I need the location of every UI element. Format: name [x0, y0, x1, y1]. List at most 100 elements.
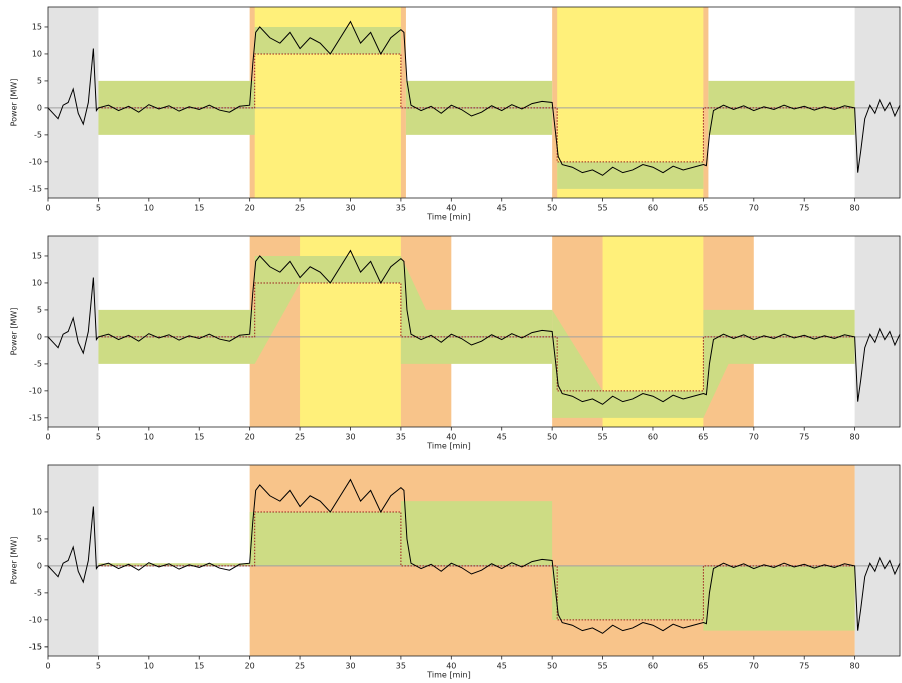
- x-tick-label: 40: [446, 433, 456, 442]
- x-tick-label: 15: [194, 204, 204, 213]
- x-tick-label: 10: [144, 662, 154, 671]
- region: [400, 501, 553, 566]
- x-tick-label: 10: [144, 433, 154, 442]
- y-tick-label: 0: [37, 561, 42, 570]
- region: [557, 161, 704, 189]
- reference-line: [98, 511, 855, 621]
- y-tick-label: -15: [29, 413, 42, 422]
- x-tick-label: 0: [45, 433, 50, 442]
- y-tick-label: -15: [29, 184, 42, 193]
- region: [48, 236, 99, 427]
- region: [854, 7, 900, 198]
- x-tick-label: 30: [345, 662, 355, 671]
- x-tick-label: 10: [144, 204, 154, 213]
- x-tick-label: 80: [850, 662, 860, 671]
- x-tick-label: 60: [648, 433, 658, 442]
- x-axis-label: Time [min]: [426, 671, 470, 680]
- x-tick-label: 45: [497, 433, 507, 442]
- x-tick-label: 20: [245, 662, 255, 671]
- signal-line: [47, 249, 901, 405]
- x-tick-label: 25: [295, 662, 305, 671]
- x-axis-label: Time [min]: [426, 442, 470, 451]
- x-tick-label: 45: [497, 204, 507, 213]
- x-tick-label: 45: [497, 662, 507, 671]
- x-tick-label: 35: [396, 433, 406, 442]
- x-tick-label: 75: [799, 204, 809, 213]
- y-axis-label: Power [MW]: [10, 537, 19, 585]
- y-tick-label: 5: [37, 305, 42, 314]
- x-tick-label: 25: [295, 204, 305, 213]
- region: [854, 465, 900, 656]
- y-axis-label: Power [MW]: [10, 308, 19, 356]
- x-tick-label: 70: [749, 204, 759, 213]
- x-tick-label: 15: [194, 433, 204, 442]
- x-tick-label: 40: [446, 204, 456, 213]
- x-tick-label: 35: [396, 662, 406, 671]
- x-tick-label: 5: [96, 433, 101, 442]
- x-tick-label: 25: [295, 433, 305, 442]
- y-tick-label: -5: [34, 359, 42, 368]
- y-tick-label: -5: [34, 130, 42, 139]
- region: [552, 565, 704, 620]
- y-tick-label: 15: [32, 22, 42, 31]
- y-tick-label: -10: [29, 615, 42, 624]
- x-tick-label: 30: [345, 204, 355, 213]
- x-tick-label: 40: [446, 662, 456, 671]
- axes-frame: [47, 464, 901, 657]
- y-tick-label: 10: [32, 278, 42, 287]
- axes-frame: [47, 235, 901, 428]
- x-tick-label: 60: [648, 204, 658, 213]
- y-tick-label: -15: [29, 642, 42, 651]
- region: [48, 7, 99, 198]
- y-tick-label: -10: [29, 386, 42, 395]
- y-tick-label: 0: [37, 103, 42, 112]
- x-tick-label: 70: [749, 662, 759, 671]
- x-tick-label: 80: [850, 433, 860, 442]
- x-tick-label: 80: [850, 204, 860, 213]
- reference-line: [98, 282, 855, 392]
- x-tick-label: 75: [799, 662, 809, 671]
- x-tick-label: 20: [245, 433, 255, 442]
- x-tick-label: 65: [698, 433, 708, 442]
- x-tick-label: 0: [45, 204, 50, 213]
- y-tick-label: 15: [32, 251, 42, 260]
- y-tick-label: -5: [34, 588, 42, 597]
- x-tick-label: 50: [547, 662, 557, 671]
- region: [249, 511, 401, 566]
- x-tick-label: 60: [648, 662, 658, 671]
- x-tick-label: 55: [597, 662, 607, 671]
- region: [703, 565, 855, 631]
- x-tick-label: 65: [698, 204, 708, 213]
- y-tick-label: 10: [32, 49, 42, 58]
- x-tick-label: 55: [597, 204, 607, 213]
- x-tick-label: 5: [96, 204, 101, 213]
- x-tick-label: 20: [245, 204, 255, 213]
- reference-line: [98, 53, 855, 163]
- y-tick-label: -15: [29, 642, 42, 651]
- region: [557, 7, 704, 198]
- x-tick-label: 0: [45, 662, 50, 671]
- x-tick-label: 30: [345, 433, 355, 442]
- axes-frame: [47, 6, 901, 199]
- region: [602, 236, 704, 427]
- x-tick-label: 55: [597, 433, 607, 442]
- x-tick-label: 50: [547, 204, 557, 213]
- y-tick-label: 5: [37, 76, 42, 85]
- y-tick-label: 0: [37, 332, 42, 341]
- x-tick-label: 50: [547, 433, 557, 442]
- y-tick-label: 10: [32, 507, 42, 516]
- region: [254, 7, 401, 198]
- axes: 0 5 10 15 20 25 30 35 40 45 50 55 60 65 70 75 80-15-10-5…: [10, 6, 901, 222]
- signal-line: [47, 20, 901, 176]
- y-tick-label: 5: [37, 534, 42, 543]
- x-tick-label: 75: [799, 433, 809, 442]
- axes: 0 5 10 15 20 25 30 35 40 45 50 55 60 65 70 75 80-15-10-5…: [10, 464, 901, 680]
- x-tick-label: 35: [396, 204, 406, 213]
- region: [48, 465, 99, 656]
- signal-line: [47, 478, 901, 634]
- y-axis-label: Power [MW]: [10, 79, 19, 127]
- x-tick-label: 70: [749, 433, 759, 442]
- y-tick-label: -10: [29, 157, 42, 166]
- region: [854, 236, 900, 427]
